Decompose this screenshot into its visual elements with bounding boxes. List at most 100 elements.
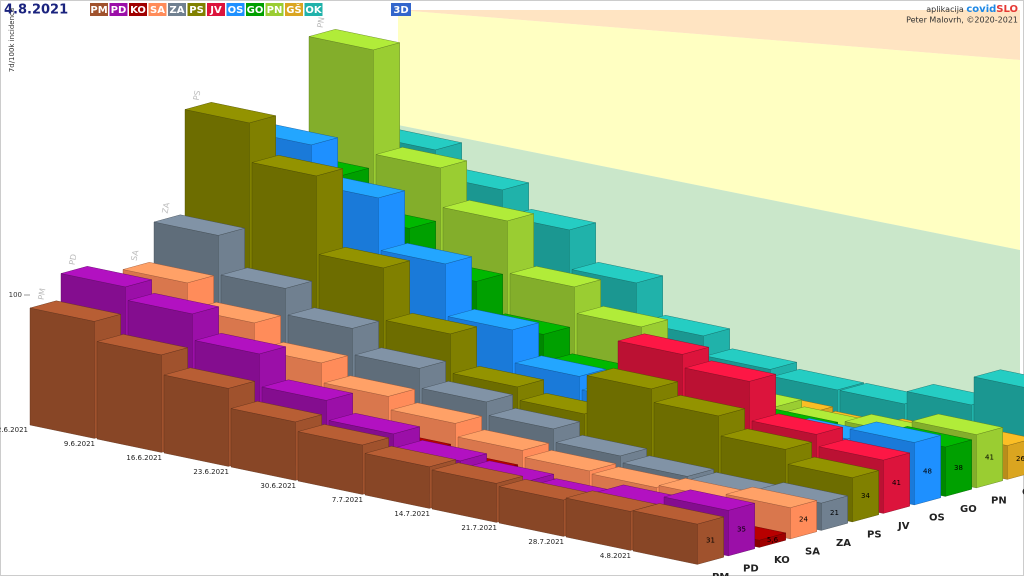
- bar: 31: [632, 503, 724, 565]
- region-label: PS: [867, 530, 882, 541]
- value-label: 31: [706, 537, 715, 545]
- legend: PM PD KO SA ZA PS JV OS GO PN GŠ OK: [90, 3, 323, 16]
- bar-top: [751, 413, 843, 435]
- bar-top: [251, 155, 343, 177]
- x-tick-label: 16.6.2021: [126, 454, 162, 462]
- legend-label: GO: [247, 5, 264, 16]
- bar-top: [514, 355, 606, 377]
- x-tick-label: 28.7.2021: [528, 538, 564, 546]
- bar-top: [725, 486, 817, 508]
- bar-front: [96, 341, 162, 453]
- bar-top: [586, 368, 678, 390]
- bar-front: [163, 374, 229, 467]
- bar-side: [1007, 440, 1024, 480]
- legend-label: ZA: [170, 5, 185, 16]
- value-label: 41: [985, 454, 994, 462]
- x-tick-label: 14.7.2021: [394, 510, 430, 518]
- bar-top: [163, 367, 255, 389]
- bar-top: [297, 424, 389, 446]
- region-label: KO: [774, 555, 790, 566]
- region-label: GO: [960, 504, 977, 515]
- bar-top: [354, 347, 446, 369]
- value-label: 34: [861, 492, 870, 500]
- bar-top: [787, 456, 879, 478]
- bar-top: [488, 408, 580, 430]
- date: 4.8.2021: [4, 3, 68, 18]
- bar-top: [220, 267, 312, 289]
- x-tick-label: 21.7.2021: [461, 524, 497, 532]
- mode-button[interactable]: [391, 3, 411, 16]
- bar-top: [849, 421, 941, 443]
- bar-top: [772, 369, 864, 391]
- bar-top: [617, 333, 709, 355]
- bar-top: [96, 334, 188, 356]
- legend-swatch: [187, 3, 206, 16]
- back-wall-green: [398, 125, 1020, 450]
- mode-button-label[interactable]: 3D: [393, 5, 408, 16]
- bar-top: [720, 428, 812, 450]
- app-name-b: SLO: [996, 4, 1018, 15]
- value-label: 48: [923, 467, 932, 475]
- region-label: PM: [712, 572, 729, 576]
- value-label: 38: [954, 464, 963, 472]
- region-label: JV: [897, 521, 910, 532]
- legend-swatch: [148, 3, 167, 16]
- bar-top: [447, 309, 539, 331]
- legend-swatch: [168, 3, 186, 16]
- legend-label: SA: [150, 5, 165, 16]
- bar-top: [663, 489, 755, 511]
- region-label: PN: [991, 496, 1007, 507]
- bar-top: [622, 455, 714, 477]
- bar-top: [457, 429, 549, 451]
- legend-swatch: [109, 3, 128, 16]
- back-region-label: PN: [316, 16, 327, 28]
- back-region-label: PM: [37, 287, 48, 300]
- bar-top: [60, 266, 152, 288]
- x-tick-label: 30.6.2021: [260, 482, 296, 490]
- app-prefix: aplikacija: [926, 5, 964, 14]
- x-tick-label: 9.6.2021: [64, 440, 95, 448]
- bar-top: [308, 29, 400, 51]
- bar-top: [973, 369, 1024, 388]
- legend-swatch: [90, 3, 108, 16]
- x-tick-label: 23.6.2021: [193, 468, 229, 476]
- bar-top: [632, 503, 724, 525]
- legend-label: OS: [228, 5, 244, 16]
- bar-top: [127, 293, 219, 315]
- bar-top: [576, 306, 668, 328]
- author: Peter Malovrh, ©2020-2021: [906, 16, 1018, 25]
- bar-top: [122, 262, 214, 284]
- back-region-label: PD: [68, 253, 79, 265]
- legend-swatch: [246, 3, 264, 16]
- app-name-a: covid: [966, 4, 996, 15]
- legend-swatch: [285, 3, 303, 16]
- y-tick-label: 100: [9, 291, 22, 299]
- region-label: SA: [805, 547, 820, 558]
- bar-top: [287, 307, 379, 329]
- bar-top: [153, 214, 245, 236]
- value-label: 21: [830, 509, 839, 517]
- bar-top: [261, 379, 353, 401]
- axis-label: 7d/100k incidenca: [8, 8, 16, 72]
- x-tick-label: 2.6.2021: [0, 426, 28, 434]
- region-label: OS: [929, 513, 945, 524]
- legend-label: PM: [90, 5, 107, 16]
- bars: 100PMPDKOSAZAPSJVOSGOPNGŠOK62OK26GŠ41PN3…: [0, 16, 1024, 576]
- bar-top: [375, 147, 467, 169]
- bar-top: [323, 375, 415, 397]
- bar-top: [442, 200, 534, 222]
- app-credit: aplikacija covidSLO: [926, 4, 1018, 15]
- legend-label: OK: [305, 5, 323, 16]
- bar-top: [705, 348, 797, 370]
- x-tick-label: 4.8.2021: [600, 552, 631, 560]
- bar-top: [555, 435, 647, 457]
- bar-top: [318, 247, 410, 269]
- value-label: 24: [799, 516, 808, 524]
- legend-swatch: [226, 3, 245, 16]
- bar-top: [421, 381, 513, 403]
- legend-label: PS: [189, 5, 204, 16]
- value-label: 5,6: [767, 536, 779, 544]
- legend-swatch: [304, 3, 323, 16]
- legend-label: PD: [111, 5, 127, 16]
